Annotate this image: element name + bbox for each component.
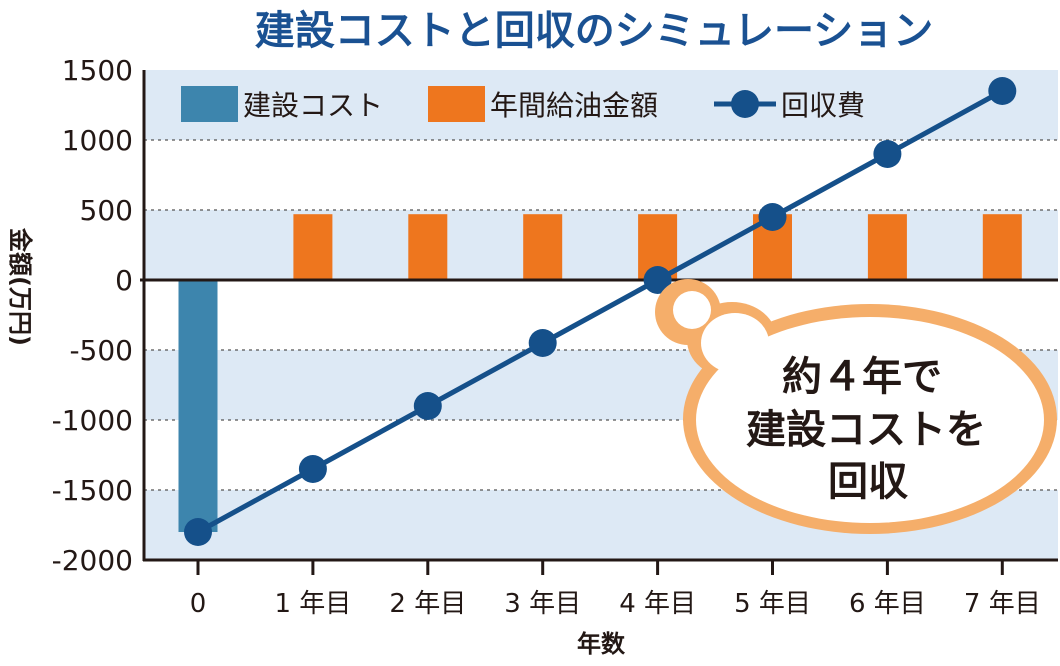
y-tick-label: 0 xyxy=(115,264,133,297)
x-tick-label: 5 年目 xyxy=(734,589,811,619)
callout-line-3: 回収 xyxy=(828,459,908,505)
legend-swatch-fuel xyxy=(428,86,485,122)
y-tick-label: -1500 xyxy=(52,474,133,507)
legend-marker-recovery xyxy=(731,90,759,118)
bar xyxy=(178,280,218,532)
bar xyxy=(982,214,1022,280)
line-point xyxy=(873,140,902,168)
legend-label-fuel: 年間給油金額 xyxy=(490,89,658,122)
legend-label-recovery: 回収費 xyxy=(781,89,865,122)
y-tick-labels: 1500 1000 500 0 -500 -1000 -1500 -2000 xyxy=(52,54,133,577)
y-tick-label: 500 xyxy=(80,194,133,227)
y-tick-label: 1500 xyxy=(62,54,133,87)
legend: 建設コスト 年間給油金額 回収費 xyxy=(181,86,865,122)
line-point xyxy=(988,77,1017,105)
y-tick-label: 1000 xyxy=(62,124,133,157)
gridlines xyxy=(144,139,1058,491)
x-tick-label: 4 年目 xyxy=(619,589,696,619)
background-band xyxy=(144,210,1058,280)
callout-bubble: 約４年で 建設コストを 回収 xyxy=(655,279,1057,534)
x-axis-title: 年数 xyxy=(577,630,626,658)
axes xyxy=(140,70,1058,575)
line-point xyxy=(758,203,787,231)
x-tick-label: 6 年目 xyxy=(849,589,926,619)
legend-swatch-cost xyxy=(181,86,238,122)
background-band xyxy=(144,70,1058,140)
y-tick-label: -2000 xyxy=(52,544,133,577)
bar xyxy=(408,214,448,280)
line-series xyxy=(184,77,1017,546)
x-tick-label: 3 年目 xyxy=(504,589,581,619)
line-point xyxy=(528,329,557,357)
x-tick-label: 1 年目 xyxy=(274,589,351,619)
x-tick-label: 0 xyxy=(190,589,207,619)
y-axis-title: 金額(万円) xyxy=(6,227,34,346)
x-tick-label: 2 年目 xyxy=(389,589,466,619)
line-point xyxy=(298,455,327,483)
bar xyxy=(293,214,333,280)
x-tick-labels: 0 1 年目 2 年目 3 年目 4 年目 5 年目 6 年目 7 年目 xyxy=(190,589,1041,619)
legend-label-cost: 建設コスト xyxy=(243,89,383,122)
y-tick-label: -1000 xyxy=(52,404,133,437)
line-point xyxy=(643,266,672,294)
callout-line-2: 建設コストを xyxy=(746,407,986,453)
y-tick-label: -500 xyxy=(69,334,133,367)
callout-line-1: 約４年で xyxy=(782,354,942,400)
bar xyxy=(523,214,563,280)
recovery-line xyxy=(196,88,1004,535)
line-point xyxy=(184,518,212,546)
x-tick-label: 7 年目 xyxy=(964,589,1041,619)
bar xyxy=(867,214,907,280)
line-point xyxy=(413,392,442,420)
chart-title: 建設コストと回収のシミュレーション xyxy=(255,8,933,54)
